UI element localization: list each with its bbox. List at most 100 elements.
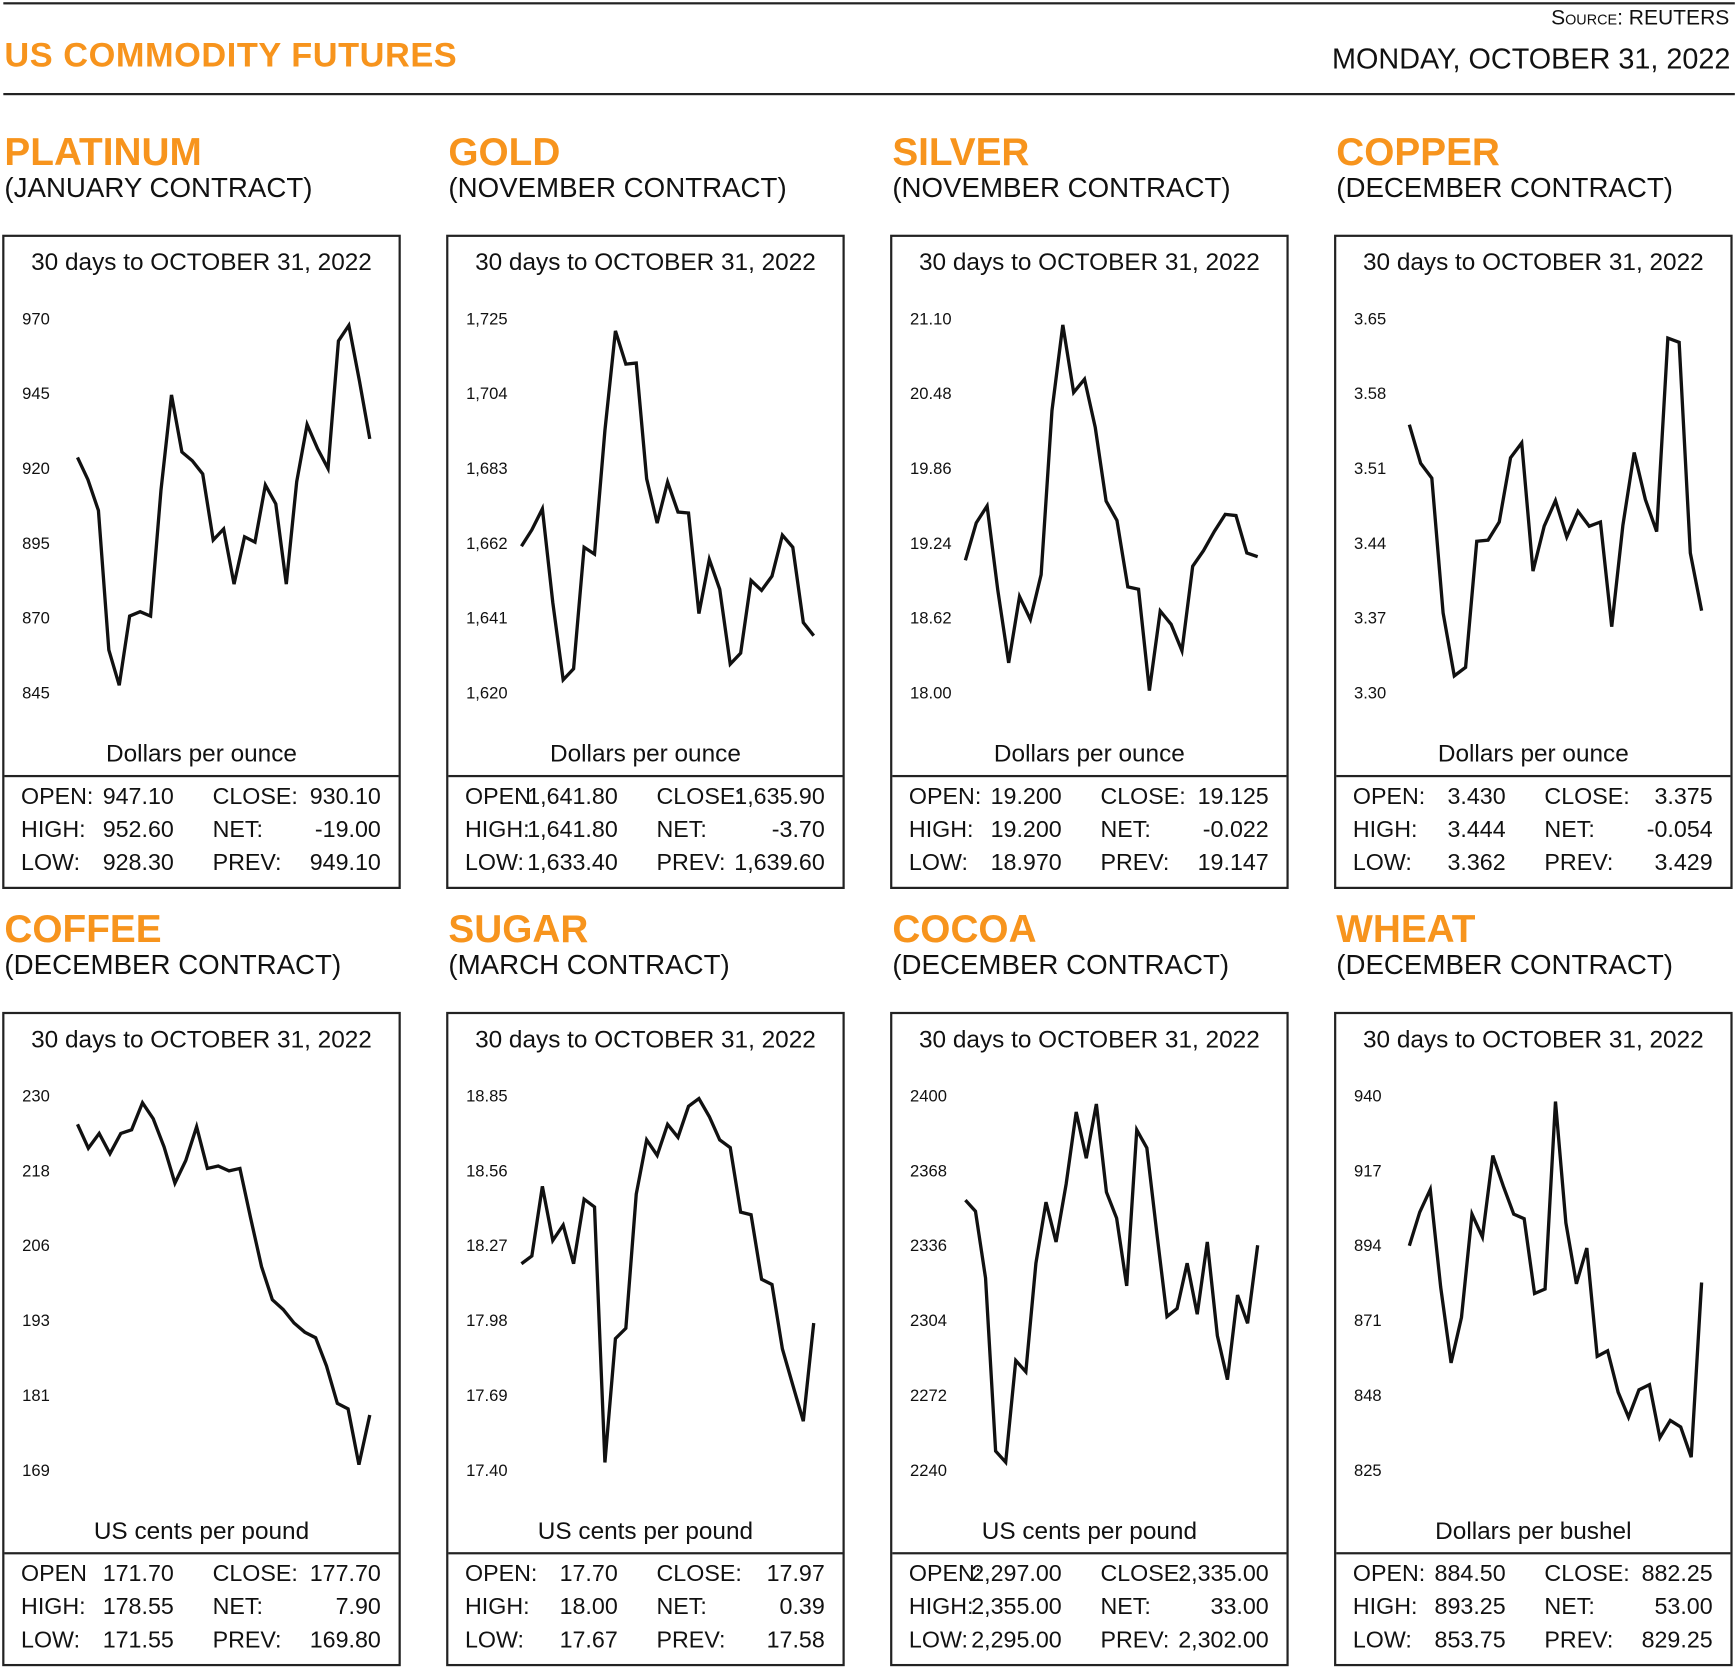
stat-label: LOW: (465, 1627, 524, 1654)
y-tick-label: 3.65 (1354, 309, 1386, 328)
stat-value: 930.10 (310, 784, 381, 811)
stat-label: NET: (1544, 817, 1594, 844)
stat-value: 19.200 (991, 784, 1062, 811)
stat-value: 893.25 (1435, 1594, 1506, 1621)
y-tick-label: 218 (22, 1161, 50, 1180)
stat-label: OPEN: (465, 1561, 537, 1588)
stat-label: HIGH: (465, 817, 530, 844)
stat-value: -3.70 (772, 817, 825, 844)
stat-label: CLOSE: (657, 784, 742, 811)
stat-value: 2,302.00 (1178, 1627, 1269, 1654)
divider (1336, 775, 1730, 777)
stat-value: 949.10 (310, 850, 381, 877)
stat-label: LOW: (909, 850, 968, 877)
commodity-name: COPPER (1336, 131, 1500, 175)
stat-label: PREV: (657, 1627, 726, 1654)
stat-value: 19.125 (1198, 784, 1269, 811)
stat-value: 7.90 (336, 1594, 381, 1621)
y-unit-label: US cents per pound (892, 1517, 1286, 1546)
stat-label: HIGH: (21, 817, 86, 844)
stat-label: LOW: (909, 1627, 968, 1654)
stat-label: PREV: (1100, 1627, 1169, 1654)
stat-value: 952.60 (103, 817, 174, 844)
stat-label: HIGH: (21, 1594, 86, 1621)
y-tick-label: 940 (1354, 1087, 1382, 1106)
y-tick-label: 18.62 (910, 609, 952, 628)
stat-label: LOW: (1353, 850, 1412, 877)
stat-label: CLOSE: (1100, 1561, 1185, 1588)
stat-label: OPEN: (21, 784, 93, 811)
y-tick-label: 970 (22, 309, 50, 328)
y-tick-label: 181 (22, 1386, 50, 1405)
stat-value: 19.200 (991, 817, 1062, 844)
y-tick-label: 894 (1354, 1236, 1382, 1255)
commodity-name: GOLD (448, 131, 560, 175)
stat-label: OPEN: (909, 784, 981, 811)
y-tick-label: 3.30 (1354, 684, 1386, 703)
stat-value: 884.50 (1435, 1561, 1506, 1588)
divider (892, 775, 1286, 777)
stat-value: 2,297.00 (971, 1561, 1062, 1588)
stat-label: OPEN: (1353, 784, 1425, 811)
stat-label: NET: (213, 1594, 263, 1621)
stat-label: NET: (1100, 817, 1150, 844)
stat-value: 928.30 (103, 850, 174, 877)
contract-label: (JANUARY CONTRACT) (4, 173, 312, 205)
stat-value: 177.70 (310, 1561, 381, 1588)
stat-value: -0.022 (1203, 817, 1269, 844)
stat-value: 178.55 (103, 1594, 174, 1621)
y-tick-label: 1,725 (466, 309, 508, 328)
stat-value: 169.80 (310, 1627, 381, 1654)
stat-label: LOW: (1353, 1627, 1412, 1654)
stat-value: -0.054 (1647, 817, 1713, 844)
y-tick-label: 2368 (910, 1161, 947, 1180)
divider (4, 1552, 398, 1554)
stat-value: 18.00 (560, 1594, 618, 1621)
commodity-name: COCOA (892, 908, 1036, 952)
stat-label: HIGH: (1353, 1594, 1418, 1621)
commodity-name: SILVER (892, 131, 1029, 175)
y-tick-label: 871 (1354, 1311, 1382, 1330)
contract-label: (DECEMBER CONTRACT) (892, 950, 1229, 982)
stat-value: 0.39 (780, 1594, 825, 1621)
stat-value: 1,641.80 (527, 784, 618, 811)
y-tick-label: 945 (22, 384, 50, 403)
stat-label: LOW: (465, 850, 524, 877)
stat-label: PREV: (1544, 850, 1613, 877)
y-tick-label: 20.48 (910, 384, 952, 403)
stat-value: 18.970 (991, 850, 1062, 877)
y-tick-label: 870 (22, 609, 50, 628)
y-tick-label: 19.24 (910, 534, 952, 553)
commodity-name: COFFEE (4, 908, 161, 952)
y-tick-label: 845 (22, 684, 50, 703)
source-credit: Source: REUTERS (1551, 7, 1729, 31)
stat-value: 2,355.00 (971, 1594, 1062, 1621)
stat-label: HIGH: (465, 1594, 530, 1621)
y-unit-label: Dollars per ounce (448, 740, 842, 769)
price-line (521, 1099, 813, 1463)
divider (4, 775, 398, 777)
stat-label: LOW: (21, 850, 80, 877)
stat-value: 17.67 (560, 1627, 618, 1654)
y-tick-label: 3.58 (1354, 384, 1386, 403)
y-unit-label: Dollars per ounce (1336, 740, 1730, 769)
contract-label: (NOVEMBER CONTRACT) (448, 173, 786, 205)
stat-label: NET: (657, 1594, 707, 1621)
stat-value: 2,335.00 (1178, 1561, 1269, 1588)
stat-value: 829.25 (1642, 1627, 1713, 1654)
chart-title: 30 days to OCTOBER 31, 2022 (448, 1025, 842, 1054)
stat-value: 171.55 (103, 1627, 174, 1654)
y-tick-label: 2304 (910, 1311, 947, 1330)
y-tick-label: 2240 (910, 1461, 947, 1480)
